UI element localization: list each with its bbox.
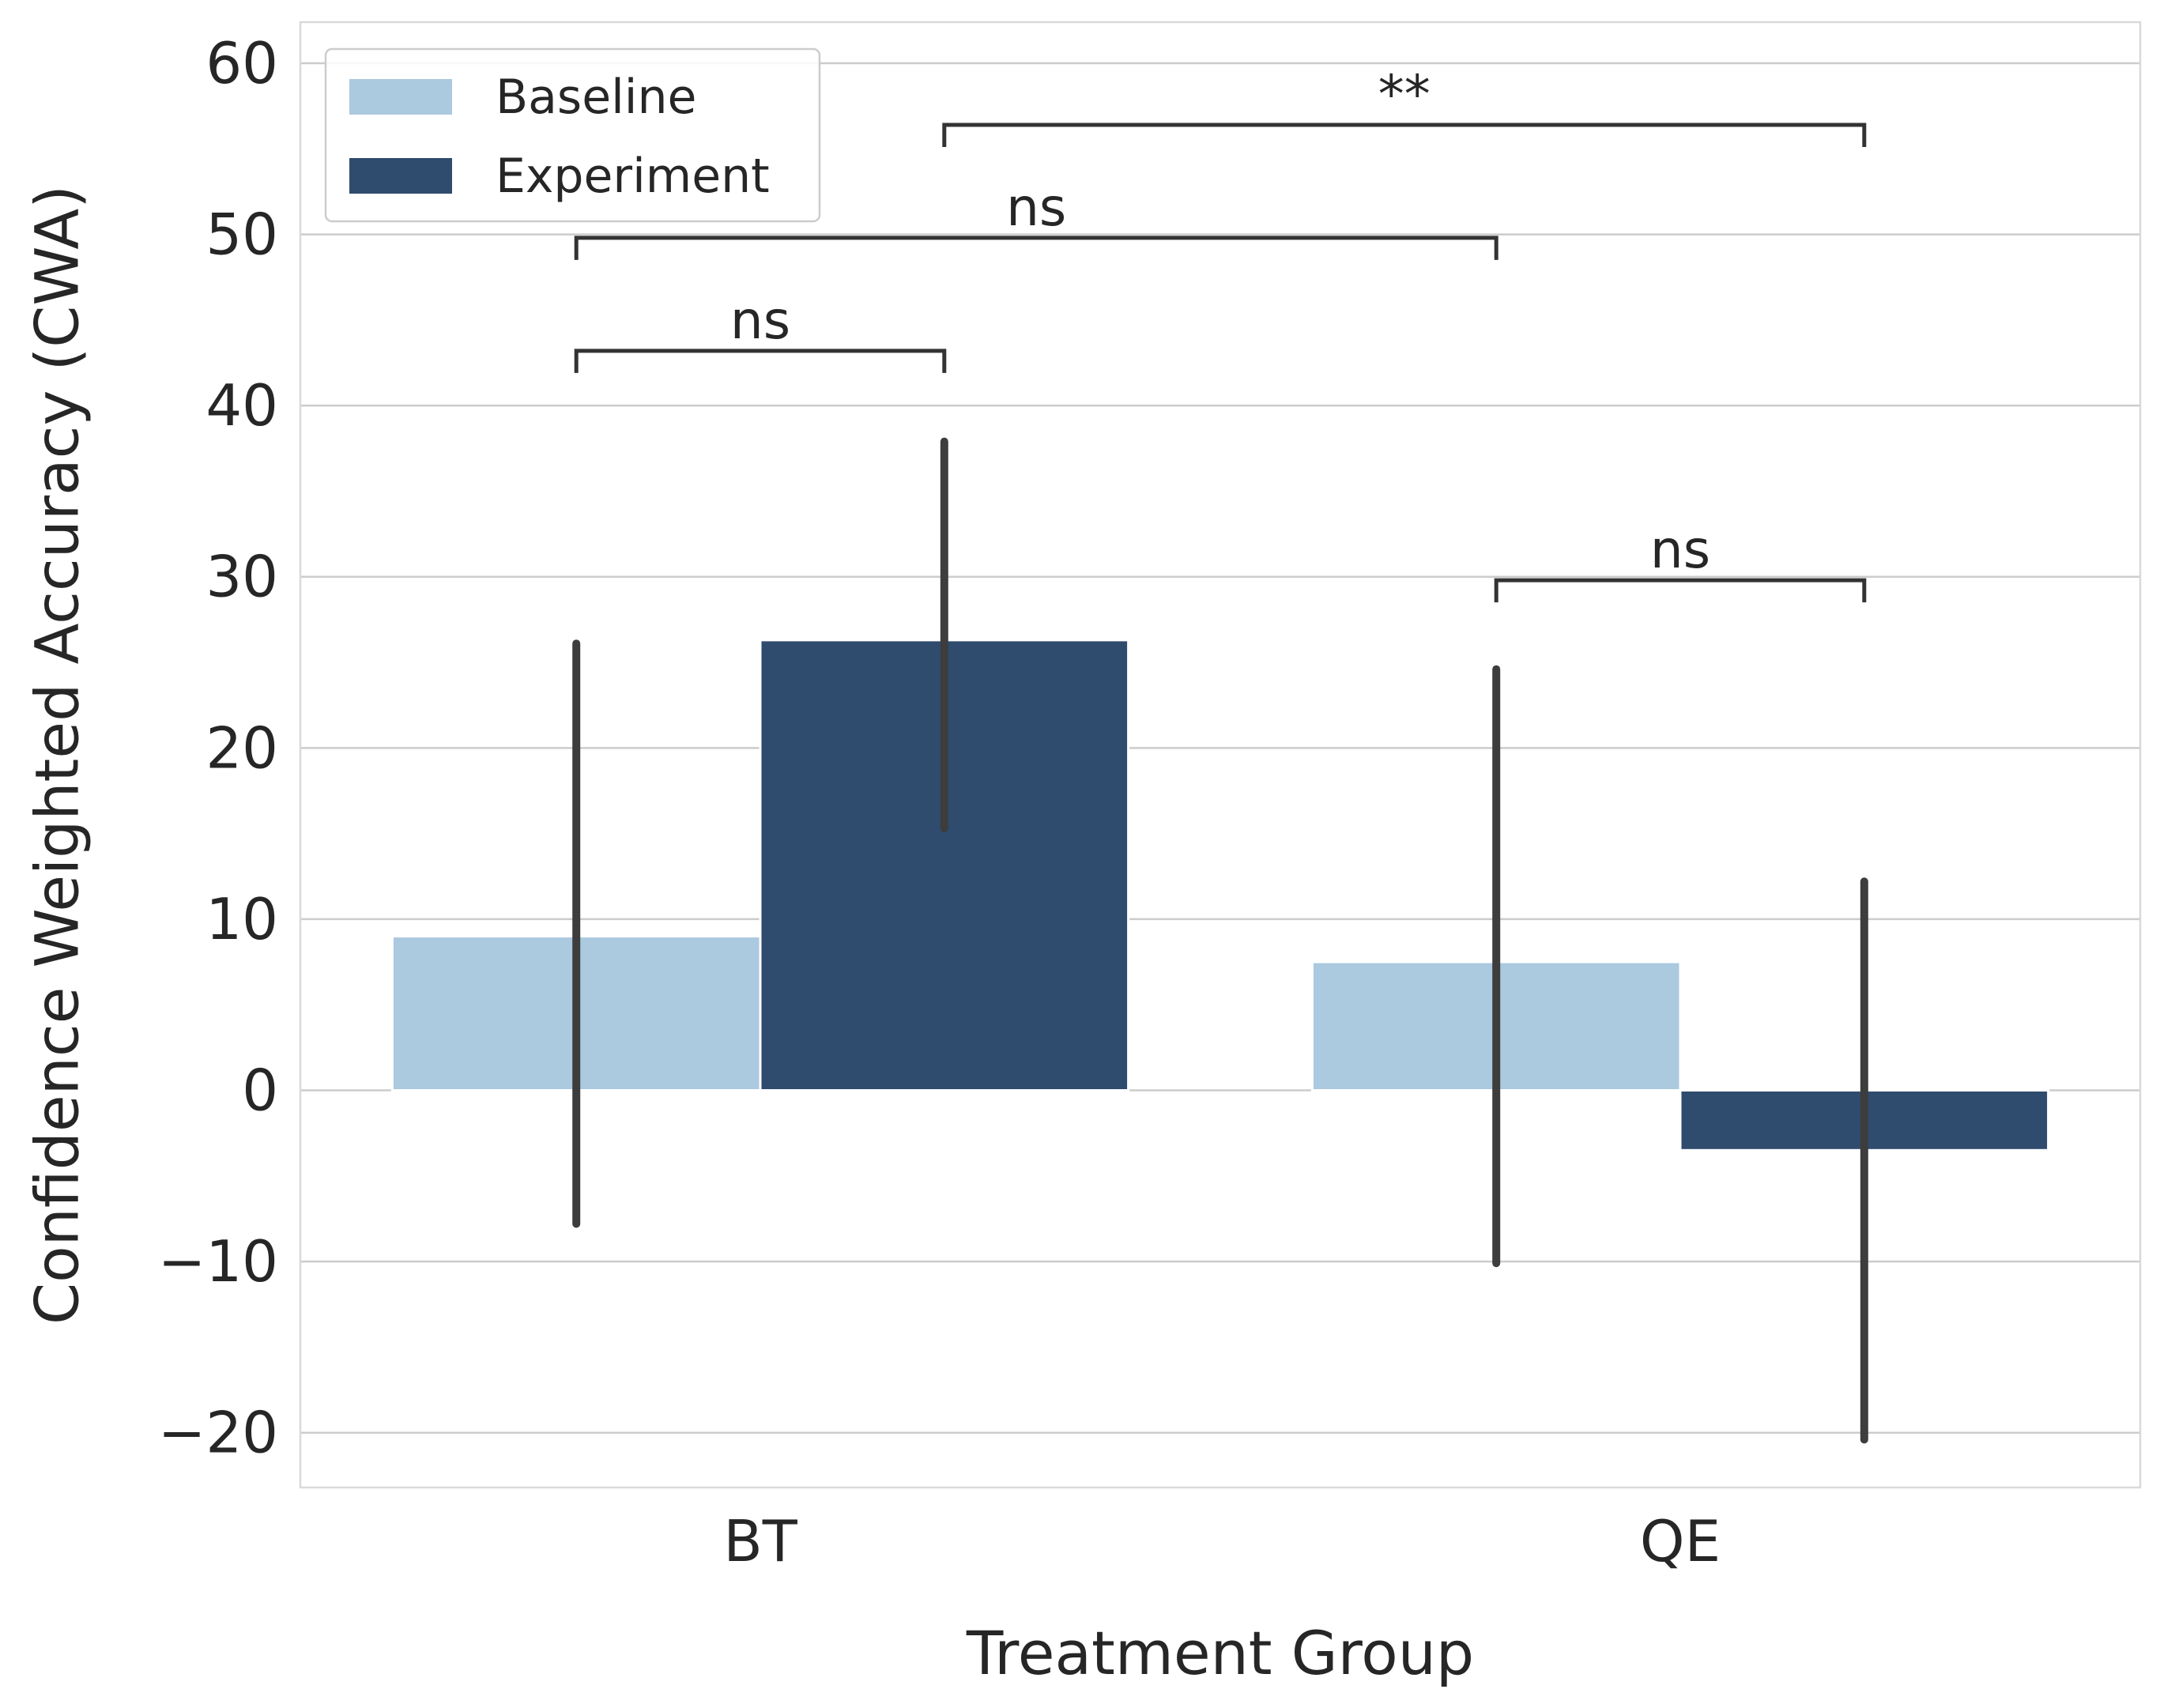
y-tick-label: 20 [205,714,278,781]
y-tick-label: 30 [205,544,278,610]
significance-label: ns [730,290,790,351]
legend-label-baseline: Baseline [496,70,696,125]
axes: −20 −10 0 10 20 30 40 50 60 BT QE Treatment Group Co… [22,21,2142,1688]
legend: Baseline Experiment [324,47,821,223]
y-tick-label: 60 [205,30,278,96]
plot-frame [299,21,2142,1489]
legend-swatch-experiment [349,158,452,194]
legend-swatch-baseline [349,79,452,115]
y-axis-label: Confidence Weighted Accuracy (CWA) [22,185,92,1325]
y-tick-label: 0 [242,1058,278,1124]
legend-label-experiment: Experiment [496,149,770,204]
y-tick-label: 50 [205,202,278,268]
significance-label: ns [1650,519,1710,580]
significance-annotations: ns ns ** ns [574,64,1867,603]
significance-bracket [1494,578,1867,603]
error-bars [572,437,1868,1444]
significance-bracket [574,349,947,373]
significance-label: ** [1378,64,1431,125]
x-tick-label: QE [1640,1508,1721,1574]
significance-label: ns [1006,177,1066,238]
x-axis-label: Treatment Group [966,1618,1474,1688]
significance-bracket [942,123,1867,147]
y-tick-label: −10 [158,1228,278,1295]
y-tick-label: 10 [205,886,278,952]
x-tick-label: BT [723,1508,797,1574]
y-tick-label: −20 [158,1400,278,1466]
significance-bracket [574,236,1498,260]
y-tick-label: 40 [205,372,278,439]
